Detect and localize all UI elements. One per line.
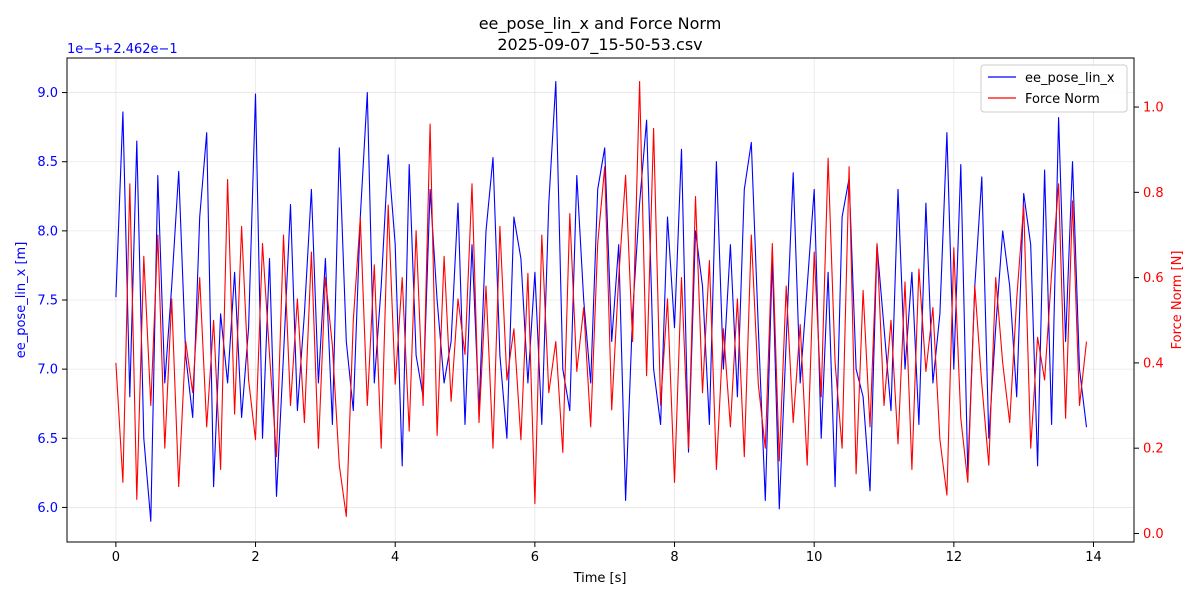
series-lines <box>115 80 1088 522</box>
left-y-tick-label: 6.0 <box>37 501 58 516</box>
chart-title: ee_pose_lin_x and Force Norm <box>479 14 722 34</box>
x-tick-label: 12 <box>946 550 963 565</box>
left-y-tick-label: 9.0 <box>37 86 58 101</box>
x-axis: 0 2 4 6 8 10 12 14 <box>112 542 1102 565</box>
grid <box>67 58 1134 542</box>
series-line-ee-pose-lin-x <box>115 80 1088 522</box>
right-y-tick-label: 0.4 <box>1143 356 1164 371</box>
legend: ee_pose_lin_x Force Norm <box>980 64 1128 113</box>
series-line-force-norm <box>115 80 1088 517</box>
right-y-tick-label: 0.8 <box>1143 186 1164 201</box>
right-y-tick-label: 0.6 <box>1143 271 1164 286</box>
right-y-axis: 0.0 0.2 0.4 0.6 0.8 1.0 <box>1134 101 1164 542</box>
right-y-axis-label: Force Norm [N] <box>1170 251 1185 350</box>
x-tick-label: 2 <box>251 550 259 565</box>
left-y-axis-label: ee_pose_lin_x [m] <box>14 242 29 359</box>
x-axis-label: Time [s] <box>573 571 627 586</box>
x-tick-label: 6 <box>531 550 539 565</box>
left-y-tick-label: 6.5 <box>37 432 58 447</box>
left-y-tick-label: 8.5 <box>37 155 58 170</box>
left-axis-offset-label: 1e−5+2.462e−1 <box>67 42 178 57</box>
right-y-tick-label: 0.2 <box>1143 442 1164 457</box>
legend-box <box>980 64 1128 113</box>
right-y-tick-label: 1.0 <box>1143 101 1164 116</box>
x-tick-label: 10 <box>806 550 823 565</box>
chart-subtitle: 2025-09-07_15-50-53.csv <box>497 35 702 55</box>
legend-label-force-norm: Force Norm <box>1025 92 1100 107</box>
x-tick-label: 4 <box>391 550 399 565</box>
left-y-axis: 6.0 6.5 7.0 7.5 8.0 8.5 9.0 <box>37 86 67 516</box>
x-tick-label: 14 <box>1085 550 1102 565</box>
legend-label-ee-pose-lin-x: ee_pose_lin_x <box>1025 71 1115 86</box>
right-y-tick-label: 0.0 <box>1143 527 1164 542</box>
x-tick-label: 8 <box>670 550 678 565</box>
left-y-tick-label: 8.0 <box>37 224 58 239</box>
left-y-tick-label: 7.5 <box>37 294 58 309</box>
x-tick-label: 0 <box>112 550 120 565</box>
left-y-tick-label: 7.0 <box>37 363 58 378</box>
